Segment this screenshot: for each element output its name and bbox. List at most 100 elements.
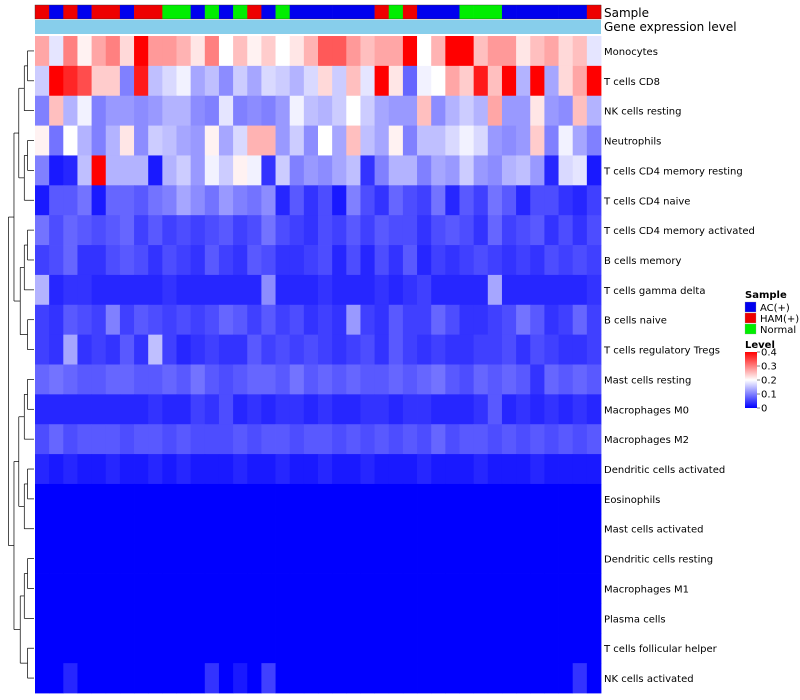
- heatmap-cell: [35, 424, 50, 455]
- row-label: Neutrophils: [604, 137, 661, 148]
- sample-annotation-label: Sample: [604, 6, 649, 20]
- row-label: Macrophages M1: [604, 585, 689, 596]
- heatmap-cell: [176, 513, 192, 545]
- heatmap-cell: [459, 215, 475, 246]
- heatmap-cell: [586, 185, 602, 216]
- heatmap-cell: [303, 95, 319, 126]
- heatmap-cell: [247, 603, 262, 634]
- heatmap-cell: [530, 304, 545, 336]
- heatmap-cell: [402, 513, 418, 545]
- heatmap-cell: [289, 603, 305, 634]
- heatmap-cell: [91, 215, 107, 246]
- heatmap-cell: [218, 663, 234, 694]
- heatmap-cell: [204, 274, 220, 306]
- heatmap-cell: [134, 454, 149, 485]
- heatmap-cell: [374, 633, 390, 664]
- heatmap-cell: [303, 155, 319, 186]
- heatmap-cell: [247, 95, 262, 126]
- heatmap-cell: [445, 334, 460, 365]
- heatmap-cell: [586, 125, 602, 156]
- heatmap-cell: [303, 573, 319, 604]
- sample-annotation-cell: [91, 5, 107, 19]
- heatmap-cell: [49, 304, 64, 336]
- heatmap-cell: [77, 36, 92, 67]
- heatmap-cell: [558, 65, 574, 97]
- heatmap-cell: [63, 274, 78, 306]
- heatmap-cell: [105, 185, 121, 216]
- heatmap-cell: [148, 483, 163, 515]
- heatmap-cell: [303, 334, 319, 365]
- heatmap-cell: [233, 483, 248, 515]
- heatmap-cell: [558, 364, 574, 395]
- heatmap-cell: [332, 483, 347, 515]
- heatmap-cell: [63, 215, 78, 246]
- heatmap-cell: [247, 334, 262, 365]
- heatmap-cell: [360, 274, 375, 306]
- heatmap-cell: [332, 513, 347, 545]
- heatmap-cell: [275, 394, 291, 425]
- heatmap-cell: [218, 245, 234, 276]
- heatmap-cell: [572, 36, 588, 67]
- heatmap-cell: [459, 603, 475, 634]
- heatmap-cell: [572, 274, 588, 306]
- heatmap-cell: [190, 394, 206, 425]
- heatmap-cell: [77, 304, 92, 336]
- heatmap-cell: [417, 364, 432, 395]
- heatmap-cell: [402, 304, 418, 336]
- heatmap-cell: [530, 663, 545, 694]
- heatmap-cell: [119, 454, 135, 485]
- heatmap-cell: [459, 125, 475, 156]
- heatmap-cell: [417, 633, 432, 664]
- heatmap-cell: [261, 394, 276, 425]
- sample-annotation-cell: [346, 5, 361, 19]
- heatmap-cell: [530, 185, 545, 216]
- heatmap-cell: [190, 603, 206, 634]
- heatmap-cell: [35, 633, 50, 664]
- heatmap-cell: [431, 483, 446, 515]
- heatmap-cell: [289, 483, 305, 515]
- heatmap-cell: [119, 603, 135, 634]
- level-tick-label: 0.1: [761, 390, 777, 401]
- heatmap-cell: [77, 274, 92, 306]
- heatmap-cell: [402, 65, 418, 97]
- heatmap-cell: [233, 274, 248, 306]
- heatmap-cell: [63, 65, 78, 97]
- heatmap-cell: [374, 603, 390, 634]
- heatmap-cell: [530, 36, 545, 67]
- heatmap-cell: [204, 185, 220, 216]
- heatmap-cell: [176, 125, 192, 156]
- heatmap-cell: [204, 304, 220, 336]
- heatmap-cell: [516, 364, 531, 395]
- heatmap-cell: [289, 334, 305, 365]
- heatmap-cell: [431, 603, 446, 634]
- heatmap-cell: [360, 125, 375, 156]
- heatmap-cell: [402, 603, 418, 634]
- heatmap-cell: [388, 663, 404, 694]
- heatmap-cell: [558, 334, 574, 365]
- heatmap-cell: [233, 454, 248, 485]
- heatmap-cell: [487, 424, 503, 455]
- heatmap-cell: [218, 603, 234, 634]
- heatmap-cell: [105, 364, 121, 395]
- heatmap-cell: [233, 663, 248, 694]
- heatmap-cell: [275, 274, 291, 306]
- heatmap-cell: [176, 185, 192, 216]
- sample-annotation-cell: [374, 5, 390, 19]
- heatmap-cell: [473, 274, 489, 306]
- heatmap-cell: [303, 543, 319, 574]
- heatmap-cell: [233, 603, 248, 634]
- row-label: T cells CD4 memory activated: [603, 226, 755, 237]
- heatmap-cell: [105, 483, 121, 515]
- heatmap-cell: [572, 155, 588, 186]
- heatmap-cell: [431, 334, 446, 365]
- heatmap-cell: [558, 394, 574, 425]
- heatmap-cell: [417, 274, 432, 306]
- sample-legend-label: Normal: [760, 325, 796, 336]
- heatmap-cell: [162, 364, 177, 395]
- heatmap-cell: [91, 36, 107, 67]
- heatmap-cell: [35, 274, 50, 306]
- heatmap-cell: [530, 274, 545, 306]
- heatmap-cell: [516, 483, 531, 515]
- sample-annotation-cell: [544, 5, 559, 19]
- heatmap-cell: [289, 215, 305, 246]
